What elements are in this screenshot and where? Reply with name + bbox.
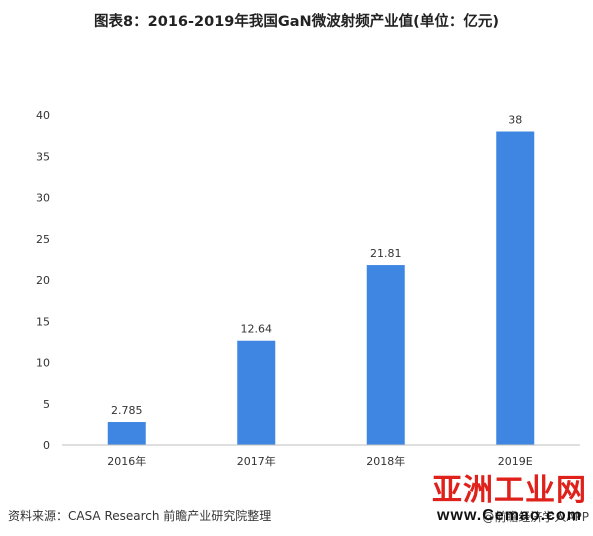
data-labels: 2.785 12.64 21.81 38 — [111, 114, 522, 418]
x-tick-label: 2017年 — [237, 454, 276, 468]
x-tick-label: 2016年 — [107, 454, 146, 468]
x-tick-label: 2019E — [498, 455, 533, 468]
bar-value-label: 38 — [508, 114, 522, 127]
y-tick-label: 0 — [43, 439, 50, 452]
x-tick-label: 2018年 — [366, 454, 405, 468]
y-tick-label: 35 — [36, 150, 50, 163]
bars — [107, 131, 535, 445]
y-tick-label: 15 — [36, 315, 50, 328]
y-axis-tick-labels: 0 5 10 15 20 25 30 35 40 — [36, 109, 50, 452]
y-tick-label: 30 — [36, 192, 50, 205]
x-axis-tick-labels: 2016年 2017年 2018年 2019E — [107, 454, 533, 468]
app-attribution: @前瞻经济学人APP — [482, 510, 589, 524]
y-tick-label: 10 — [36, 357, 50, 370]
bar-value-label: 12.64 — [241, 323, 273, 336]
bar-value-label: 21.81 — [370, 247, 402, 260]
site-watermark: 亚洲工业网 www.Cemao.com — [432, 476, 587, 524]
watermark-site-name: 亚洲工业网 — [432, 473, 587, 508]
y-tick-label: 5 — [43, 398, 50, 411]
watermark-site-url: www.Cemao.com — [437, 507, 582, 524]
bar — [366, 265, 405, 445]
bar-value-label: 2.785 — [111, 404, 143, 417]
chart-title: 图表8：2016-2019年我国GaN微波射频产业值(单位：亿元) — [94, 14, 499, 30]
bar — [496, 131, 535, 445]
y-tick-label: 40 — [36, 109, 50, 122]
y-tick-label: 25 — [36, 233, 50, 246]
source-note: 资料来源：CASA Research 前瞻产业研究院整理 — [8, 509, 272, 523]
bar — [237, 340, 276, 445]
bar — [107, 422, 146, 445]
y-tick-label: 20 — [36, 274, 50, 287]
